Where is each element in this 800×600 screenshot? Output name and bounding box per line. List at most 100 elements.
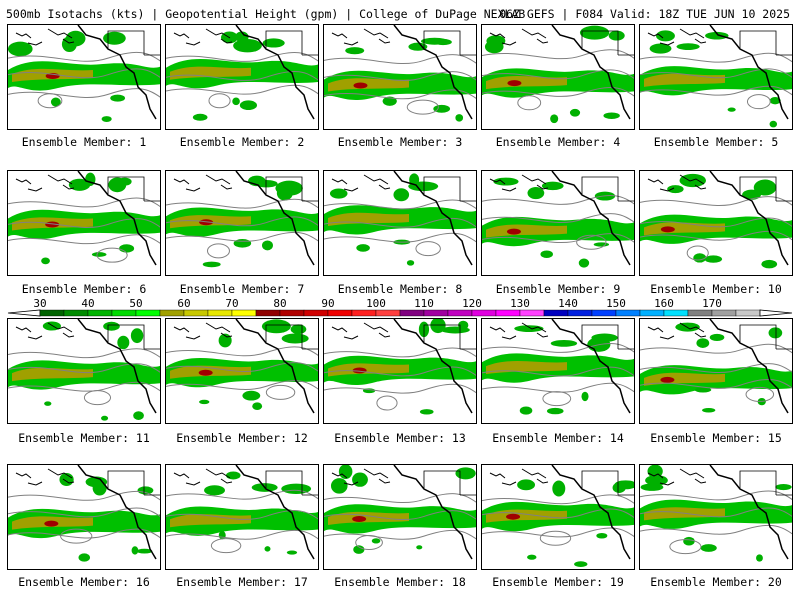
coastline <box>235 25 315 120</box>
isotach-blob <box>261 240 273 251</box>
isotach-blob <box>519 406 533 415</box>
coastline-islands <box>489 28 549 46</box>
isotach-map <box>8 319 160 421</box>
isotach-blob <box>769 120 778 128</box>
height-contour-closed <box>406 99 439 115</box>
isotach-blob <box>569 108 581 117</box>
colorbar-swatch <box>327 309 353 317</box>
ensemble-member-label: Ensemble Member: 14 <box>492 431 624 445</box>
isotach-blob <box>705 31 729 40</box>
isotach-blob <box>286 550 298 555</box>
ensemble-panel <box>323 170 477 276</box>
height-contour <box>640 507 792 518</box>
colorbar-swatch <box>567 309 593 317</box>
jet-max <box>506 513 521 520</box>
height-contour <box>8 490 160 501</box>
isotach-blob <box>552 480 566 497</box>
height-contour <box>166 529 318 540</box>
colorbar-swatch <box>135 309 161 317</box>
isotach-blob <box>44 401 52 406</box>
political-border <box>265 30 318 56</box>
isotach-blob <box>550 114 559 124</box>
isotach-blob <box>540 250 553 259</box>
ensemble-panel <box>7 318 161 424</box>
isotach-blob <box>420 37 449 45</box>
political-border <box>423 176 476 202</box>
ensemble-panel <box>639 170 793 276</box>
height-contour <box>8 88 160 98</box>
isotach-blob <box>85 476 108 488</box>
isotach-blob <box>574 561 588 567</box>
colorbar-tick-label: 30 <box>33 297 46 310</box>
height-contour <box>482 366 634 377</box>
isotach-map <box>166 319 318 414</box>
jet-max <box>198 369 213 376</box>
political-border <box>581 30 634 56</box>
isotach-blob <box>239 100 258 111</box>
isotach-map <box>324 319 476 415</box>
colorbar-tick-label: 110 <box>414 297 434 310</box>
height-contour <box>166 380 318 390</box>
isotach-blob <box>353 545 365 554</box>
isotach-blob <box>517 479 536 491</box>
isotach-blob <box>775 484 792 491</box>
ensemble-member-label: Ensemble Member: 6 <box>21 282 147 296</box>
isotach-blob <box>768 327 783 339</box>
coastline <box>77 465 157 560</box>
isotach-blob <box>578 258 590 268</box>
isotach-blob <box>382 96 397 106</box>
height-contour <box>324 54 476 64</box>
coastline-islands <box>173 174 233 192</box>
height-contour <box>324 510 476 520</box>
political-border <box>265 470 318 496</box>
colorbar-tick-label: 170 <box>702 297 722 310</box>
isotach-colorbar: 30 40 50 60 70 80 90 100 110 120 130 140 150 160 170 <box>7 297 793 317</box>
height-contour <box>8 348 160 359</box>
coastline-islands <box>15 322 75 340</box>
height-contour <box>482 508 634 519</box>
colorbar-tick-label: 150 <box>606 297 626 310</box>
height-contour-closed <box>96 247 128 263</box>
isotach-blob <box>130 328 144 344</box>
jet-stream-core <box>486 224 567 238</box>
isotach-blob <box>676 43 700 51</box>
jet-stream-core <box>170 514 251 528</box>
ensemble-panel <box>481 464 635 570</box>
political-border <box>107 324 160 350</box>
isotach-blob <box>408 42 428 51</box>
isotach-blob <box>101 116 112 122</box>
height-contour <box>640 68 792 79</box>
coastline <box>709 319 789 414</box>
colorbar-tick-label: 80 <box>273 297 286 310</box>
height-contour <box>640 85 792 96</box>
isotach-blob <box>667 185 684 194</box>
isotach-blob <box>455 467 476 480</box>
height-contour-closed <box>376 395 398 411</box>
ensemble-member-label: Ensemble Member: 8 <box>337 282 463 296</box>
isotach-blob <box>275 180 303 196</box>
isotach-map <box>8 171 160 266</box>
height-contour <box>8 234 160 245</box>
coastline-islands <box>647 174 707 192</box>
isotach-blob <box>329 188 348 199</box>
colorbar-tick-label: 40 <box>81 297 94 310</box>
height-contour <box>8 528 160 539</box>
isotach-blob <box>742 189 761 200</box>
isotach-blob <box>683 536 695 546</box>
isotach-blob <box>656 30 675 42</box>
isotach-blob <box>546 407 564 415</box>
ensemble-member-label: Ensemble Member: 15 <box>650 431 782 445</box>
colorbar-swatch <box>63 309 89 317</box>
colorbar-swatch <box>399 309 425 317</box>
ensemble-panel <box>481 24 635 130</box>
height-contour <box>482 527 634 538</box>
ensemble-member-label: Ensemble Member: 10 <box>650 282 782 296</box>
isotach-map <box>324 171 476 266</box>
isotach-blob <box>204 485 225 496</box>
ensemble-panel <box>323 318 477 424</box>
political-border <box>739 470 792 496</box>
coastline <box>393 465 473 560</box>
colorbar-swatch <box>87 309 113 317</box>
isotach-blob <box>264 546 271 552</box>
colorbar-tick-label: 60 <box>177 297 190 310</box>
